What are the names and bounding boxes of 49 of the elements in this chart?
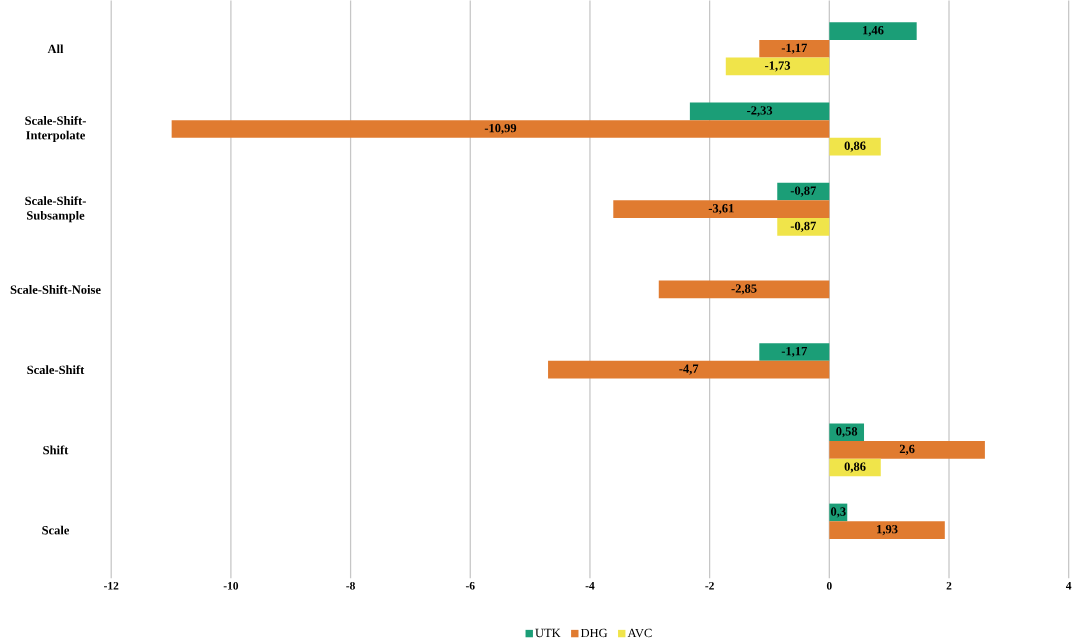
x-tick-label: 2 (946, 582, 952, 590)
bar (658, 280, 830, 299)
y-tick-label: All (47, 44, 64, 54)
data-label: 0,86 (844, 462, 866, 473)
legend-label: UTK (535, 628, 561, 638)
x-tick-label: -6 (465, 582, 475, 590)
data-label: 0,3 (830, 507, 846, 518)
data-label: -4,7 (679, 364, 699, 375)
bar (777, 218, 830, 236)
bar (689, 102, 830, 121)
bar (829, 22, 917, 41)
data-label: -2,85 (731, 284, 757, 295)
data-label: 1,46 (863, 26, 884, 37)
data-label: -1,17 (781, 43, 808, 54)
bar (829, 521, 945, 540)
bar (548, 360, 830, 379)
legend-label: AVC (627, 628, 652, 638)
y-tick-label: Scale (42, 525, 70, 535)
legend-label: DHG (580, 628, 608, 638)
bar (613, 200, 830, 219)
data-label: 0,86 (844, 141, 866, 152)
bar (725, 57, 830, 76)
data-label: 0,58 (836, 427, 858, 438)
y-tick-label: Scale-Shift-Interpolate (25, 116, 86, 143)
bar (171, 120, 830, 138)
x-tick-label: -8 (346, 582, 355, 590)
bar (829, 423, 865, 442)
x-tick-label: -2 (705, 582, 714, 590)
data-label: -3,61 (708, 204, 734, 215)
x-tick-label: 0 (826, 582, 832, 590)
bar (759, 343, 830, 361)
x-tick-label: -12 (104, 582, 119, 590)
data-label: -0,87 (790, 186, 816, 197)
y-tick-label: Shift (43, 445, 69, 455)
data-label: -0,87 (790, 221, 816, 233)
bar (759, 40, 830, 58)
y-tick-label: Scale-Shift-Subsample (25, 196, 86, 223)
y-tick-label: Scale-Shift-Noise (10, 285, 101, 294)
data-label: 2,6 (899, 444, 915, 456)
bar (829, 441, 985, 459)
data-label: -2,33 (747, 106, 773, 117)
data-label: 1,93 (877, 525, 898, 536)
y-tick-label: Scale-Shift (27, 365, 85, 375)
x-tick-label: -10 (223, 582, 239, 590)
data-label: -1,73 (765, 61, 791, 72)
x-tick-label: -4 (585, 582, 595, 590)
data-label: -1,17 (781, 347, 808, 358)
x-tick-label: 4 (1065, 582, 1072, 590)
data-label: -10,99 (484, 123, 517, 135)
